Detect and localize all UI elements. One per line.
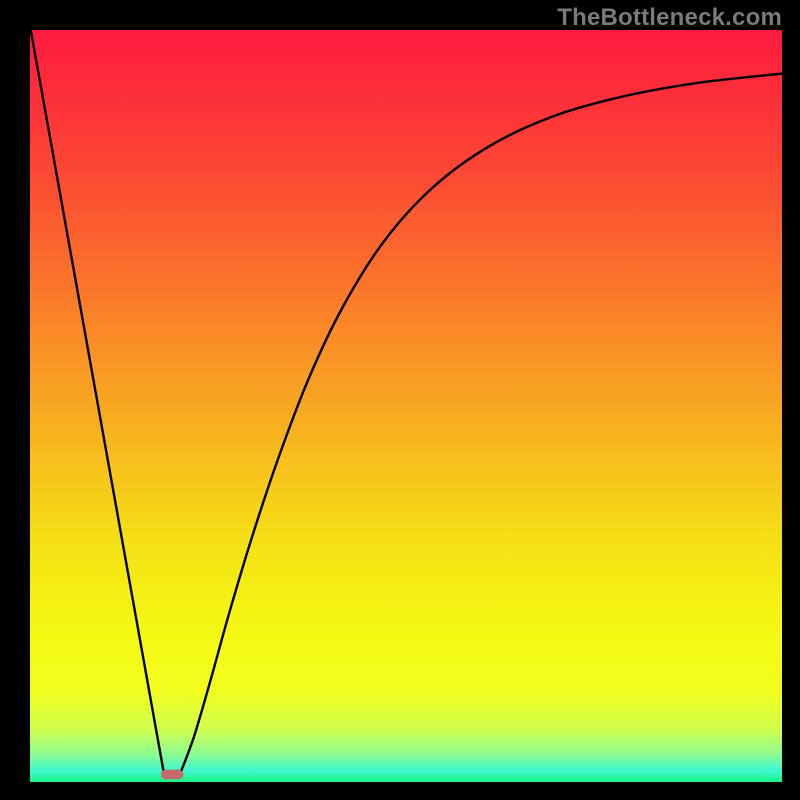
optimal-marker (161, 770, 184, 780)
watermark-text: TheBottleneck.com (557, 4, 782, 32)
chart-container: TheBottleneck.com (0, 0, 800, 800)
bottleneck-chart (30, 30, 782, 782)
plot-area (30, 30, 782, 782)
gradient-background (30, 30, 782, 782)
